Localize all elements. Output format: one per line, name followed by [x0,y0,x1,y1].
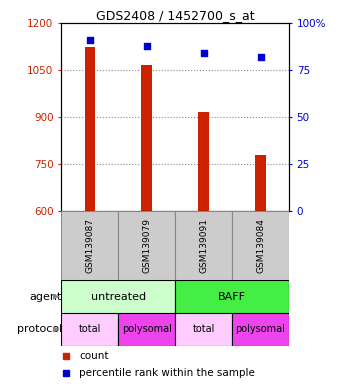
Text: GSM139079: GSM139079 [142,218,151,273]
Text: GSM139084: GSM139084 [256,218,265,273]
Bar [232,211,289,280]
Bar [255,155,266,211]
Text: GSM139091: GSM139091 [199,218,208,273]
Point [201,50,206,56]
Bar [61,211,118,280]
Bar [61,280,175,313]
Bar [118,313,175,346]
Text: GSM139087: GSM139087 [85,218,94,273]
Text: agent: agent [29,291,62,302]
Bar [141,65,152,211]
Bar [175,313,232,346]
Text: BAFF: BAFF [218,291,246,302]
Bar [61,313,118,346]
Text: polysomal: polysomal [236,324,286,334]
Text: percentile rank within the sample: percentile rank within the sample [80,368,255,378]
Title: GDS2408 / 1452700_s_at: GDS2408 / 1452700_s_at [96,9,254,22]
Bar [118,211,175,280]
Bar [199,113,209,211]
Point [87,37,92,43]
Text: polysomal: polysomal [122,324,172,334]
Bar [85,46,95,211]
Point [144,43,149,49]
Point [258,54,263,60]
Text: total: total [192,324,215,334]
Bar [175,280,289,313]
Text: untreated: untreated [90,291,146,302]
Text: total: total [79,324,101,334]
Bar [175,211,232,280]
Bar [232,313,289,346]
Text: count: count [80,351,109,361]
Text: protocol: protocol [17,324,62,334]
